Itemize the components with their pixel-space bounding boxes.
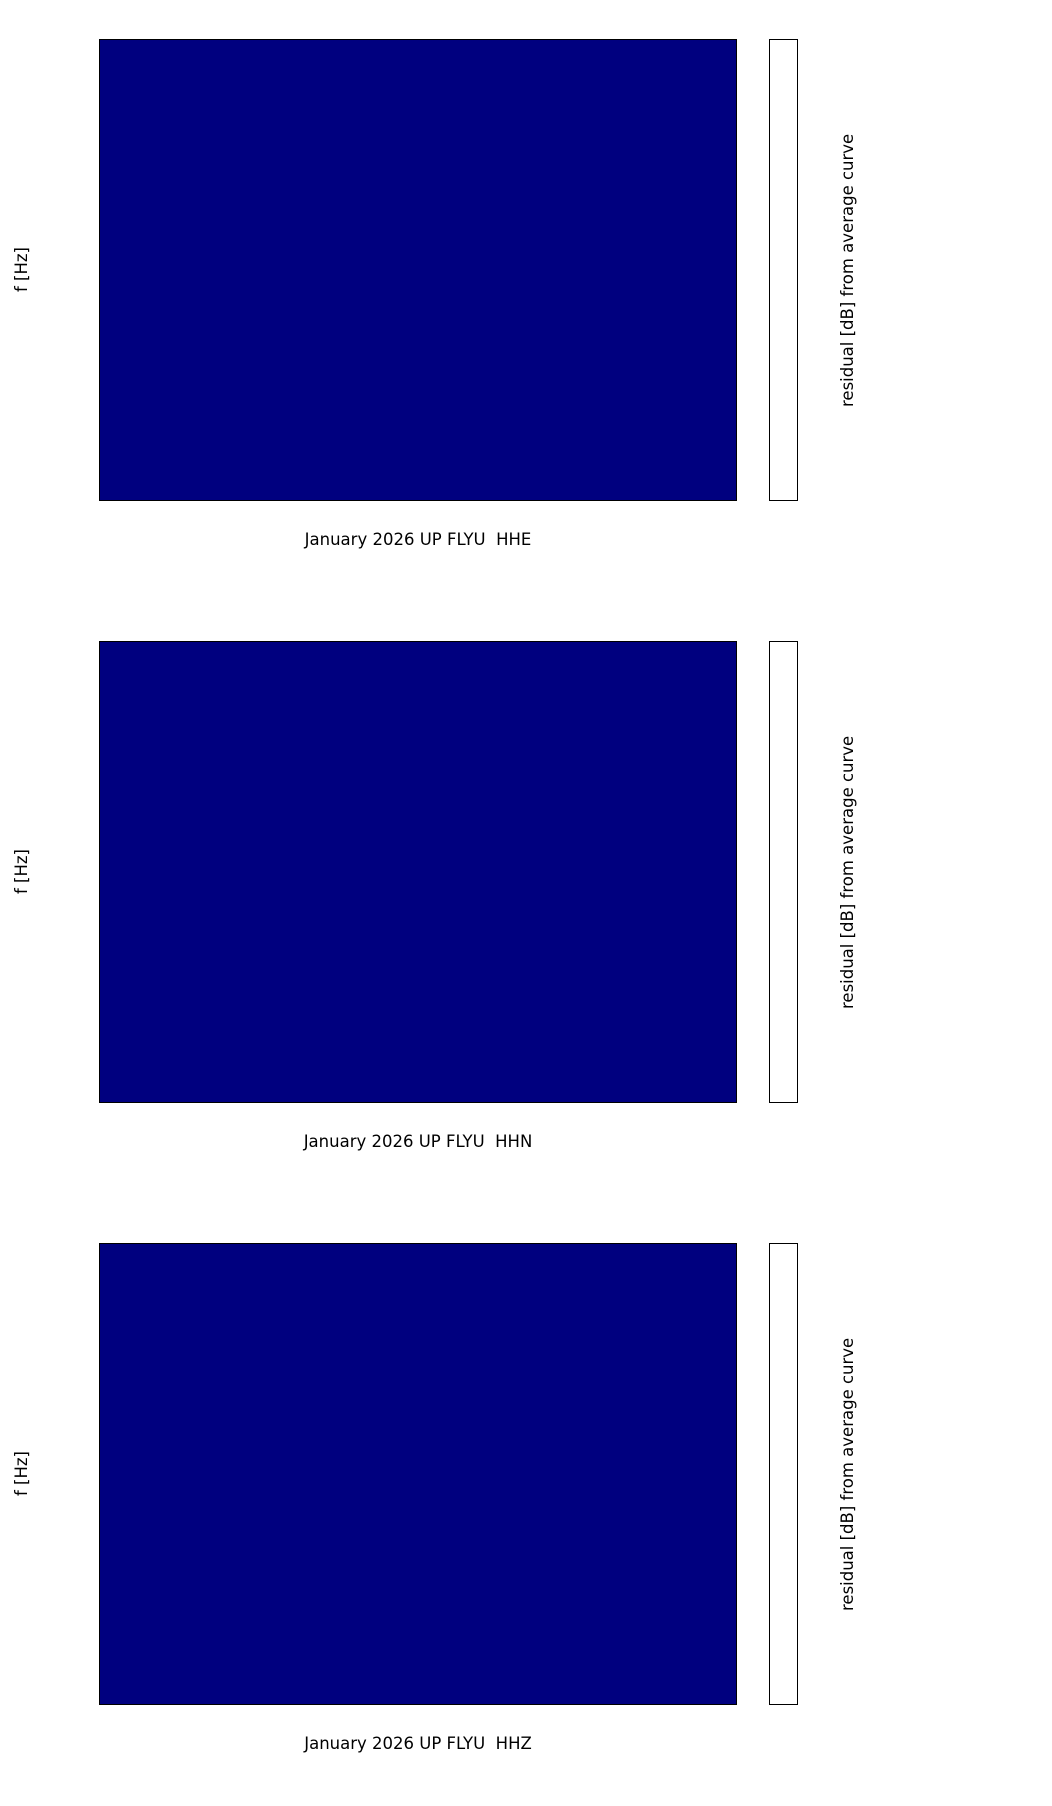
spectrogram-heatmap	[100, 1244, 736, 1704]
colorbar-gradient	[770, 1244, 797, 1704]
x-axis-title: January 2026 UP FLYU HHE	[304, 530, 532, 549]
spectrogram-heatmap	[100, 642, 736, 1102]
spectrogram-heatmap	[100, 40, 736, 500]
spectrogram-panel-hhe: f [Hz] January 2026 UP FLYU HHE residual…	[0, 0, 1052, 602]
plot-area	[99, 641, 737, 1103]
colorbar-title: residual [dB] from average curve	[838, 133, 857, 407]
colorbar	[769, 641, 798, 1103]
y-axis-title: f [Hz]	[12, 849, 31, 895]
plot-area	[99, 1243, 737, 1705]
colorbar	[769, 39, 798, 501]
y-axis-title: f [Hz]	[12, 247, 31, 293]
colorbar-title: residual [dB] from average curve	[838, 735, 857, 1009]
y-axis-title: f [Hz]	[12, 1451, 31, 1497]
plot-area	[99, 39, 737, 501]
spectrogram-panel-hhz: f [Hz] January 2026 UP FLYU HHZ residual…	[0, 1204, 1052, 1806]
colorbar	[769, 1243, 798, 1705]
spectrogram-panel-hhn: f [Hz] January 2026 UP FLYU HHN residual…	[0, 602, 1052, 1204]
x-axis-title: January 2026 UP FLYU HHN	[303, 1132, 533, 1151]
x-axis-title: January 2026 UP FLYU HHZ	[304, 1734, 532, 1753]
colorbar-gradient	[770, 642, 797, 1102]
colorbar-gradient	[770, 40, 797, 500]
colorbar-title: residual [dB] from average curve	[838, 1337, 857, 1611]
